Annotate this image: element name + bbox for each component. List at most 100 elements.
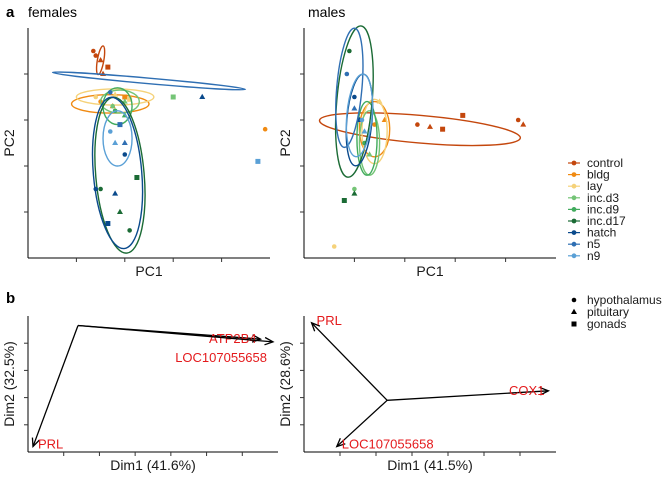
panel-label-a: a	[6, 4, 15, 21]
legend-item-label: inc.d3	[587, 191, 619, 205]
legend-shape-circle	[571, 297, 577, 303]
point-lay	[376, 98, 383, 104]
gene-label: PRL	[317, 313, 342, 328]
point-inc.d17	[351, 190, 358, 196]
ellipse-bldg	[70, 94, 150, 114]
ellipse-n5	[51, 71, 247, 91]
legend-key-marker	[571, 241, 577, 247]
ellipse-n9	[102, 110, 133, 167]
point-control	[97, 57, 104, 63]
ellipse-inc.d3	[99, 89, 141, 114]
point-control	[515, 117, 521, 123]
gene-label: LOC107055658	[342, 437, 434, 452]
point-inc.d17	[98, 186, 103, 192]
point-inc.d3	[170, 94, 176, 100]
legend: controlbldglayinc.d3inc.d9inc.d17hatchn5…	[568, 156, 662, 331]
legend-shape-triangle	[571, 308, 577, 314]
arrowhead	[539, 387, 551, 396]
legend-key-marker	[571, 218, 577, 224]
loading-vector	[336, 399, 388, 448]
legend-item-label: bldg	[587, 168, 610, 182]
point-n9	[255, 158, 261, 164]
legend-key-marker	[571, 195, 577, 201]
panel-title-females: females	[28, 4, 77, 20]
chart-panel-2: PC1 PC2	[277, 25, 556, 279]
point-control	[460, 112, 466, 118]
point-control	[91, 48, 96, 54]
point-n5	[351, 105, 358, 111]
chart-panel-4: Dim1 (41.5%) Dim2 (28.6%) PRL COX1 LOC107055…	[277, 313, 556, 473]
point-n9	[361, 128, 368, 134]
point-bldg	[122, 94, 128, 100]
point-n5	[121, 139, 128, 145]
x-axis-title: PC1	[416, 263, 443, 279]
gene-label: PRL	[38, 437, 63, 452]
gene-label: COX1	[509, 383, 544, 398]
point-inc.d17	[116, 208, 123, 214]
loading-vector	[32, 325, 79, 447]
point-bldg	[262, 126, 268, 132]
x-axis-title: PC1	[135, 263, 162, 279]
legend-item-label: pituitary	[587, 305, 629, 319]
point-control	[105, 64, 111, 70]
y-axis-title: PC2	[277, 129, 293, 156]
point-hatch	[105, 221, 111, 226]
legend-shape-square	[571, 321, 577, 327]
legend-key-marker	[571, 253, 577, 259]
legend-key-marker	[571, 183, 577, 189]
point-hatch	[352, 94, 357, 100]
point-lay	[93, 94, 99, 100]
arrowhead	[251, 334, 263, 343]
point-control	[415, 122, 420, 127]
point-inc.d17	[347, 48, 352, 54]
legend-item-label: inc.d17	[587, 214, 626, 228]
legend-item-label: gonads	[587, 317, 626, 331]
y-axis-title: Dim2 (32.5%)	[1, 341, 17, 427]
ellipse-bldg	[358, 100, 391, 158]
panel-label-b: b	[6, 290, 15, 307]
chart-panel-1: PC1 PC2	[1, 28, 270, 279]
legend-key-marker	[571, 172, 577, 178]
point-n5	[117, 122, 123, 128]
point-n5	[344, 71, 350, 77]
point-inc.d17	[127, 228, 132, 233]
legend-item-label: control	[587, 156, 623, 170]
point-n9	[359, 117, 365, 123]
legend-item-label: inc.d9	[587, 202, 619, 216]
loading-vector	[387, 390, 549, 401]
point-inc.d3	[352, 186, 357, 192]
point-control	[93, 53, 99, 58]
point-control	[427, 123, 433, 129]
point-control	[440, 126, 446, 132]
panel-title-males: males	[308, 4, 345, 20]
y-axis-title: Dim2 (28.6%)	[277, 341, 293, 427]
point-inc.d3	[110, 103, 115, 109]
ellipse-inc.d9	[356, 100, 378, 176]
y-axis-title: PC2	[1, 129, 17, 156]
point-inc.d17	[341, 198, 347, 203]
point-hatch	[199, 93, 206, 99]
point-n5	[107, 90, 113, 95]
legend-key-marker	[571, 230, 577, 236]
legend-key-marker	[571, 160, 577, 166]
legend-item-label: hypothalamus	[587, 293, 662, 307]
point-lay	[331, 244, 337, 249]
ellipse-inc.d3	[358, 110, 381, 176]
arrowhead	[335, 438, 346, 448]
arrowhead	[31, 437, 40, 449]
point-hatch	[122, 152, 128, 157]
ellipse-control	[318, 112, 522, 147]
x-axis-title: Dim1 (41.5%)	[387, 457, 473, 473]
point-n9	[112, 139, 119, 145]
point-lay	[127, 96, 133, 102]
legend-item-label: hatch	[587, 226, 616, 240]
ellipse-n9	[345, 73, 374, 158]
point-lay	[112, 91, 119, 97]
legend-item-label: n5	[587, 237, 601, 251]
legend-item-label: n9	[587, 249, 601, 263]
point-n9	[107, 129, 113, 134]
point-control	[520, 121, 527, 127]
loading-vector	[311, 322, 388, 401]
